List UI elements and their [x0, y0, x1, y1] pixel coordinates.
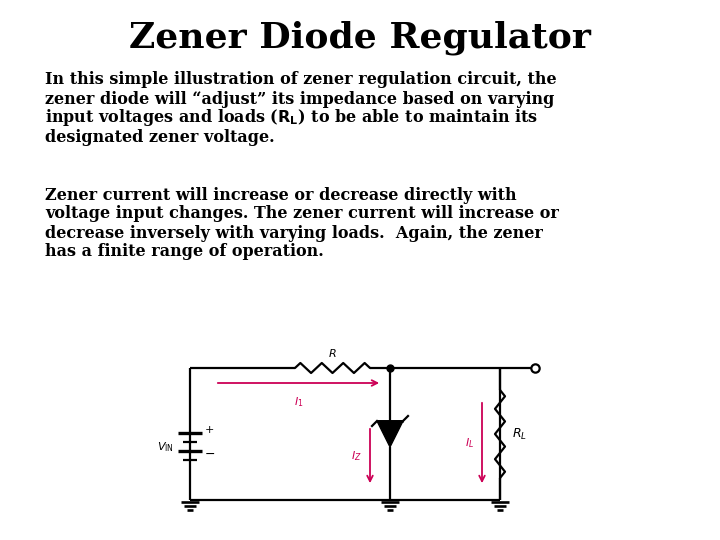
- Text: voltage input changes. The zener current will increase or: voltage input changes. The zener current…: [45, 206, 559, 222]
- Text: has a finite range of operation.: has a finite range of operation.: [45, 244, 324, 260]
- Text: R: R: [328, 349, 336, 359]
- Text: −: −: [205, 448, 215, 461]
- Text: zener diode will “adjust” its impedance based on varying: zener diode will “adjust” its impedance …: [45, 91, 554, 107]
- Text: Zener current will increase or decrease directly with: Zener current will increase or decrease …: [45, 186, 517, 204]
- Polygon shape: [377, 421, 403, 447]
- Text: $I_1$: $I_1$: [294, 395, 303, 409]
- Text: Zener Diode Regulator: Zener Diode Regulator: [129, 21, 591, 55]
- Text: $I_L$: $I_L$: [465, 436, 474, 450]
- Text: $I_Z$: $I_Z$: [351, 449, 362, 463]
- Text: In this simple illustration of zener regulation circuit, the: In this simple illustration of zener reg…: [45, 71, 557, 89]
- Text: $R_L$: $R_L$: [512, 427, 527, 442]
- Text: input voltages and loads ($\mathbf{R}_\mathbf{L}$) to be able to maintain its: input voltages and loads ($\mathbf{R}_\m…: [45, 107, 538, 129]
- Text: $V_{\rm IN}$: $V_{\rm IN}$: [157, 440, 174, 454]
- Text: decrease inversely with varying loads.  Again, the zener: decrease inversely with varying loads. A…: [45, 225, 543, 241]
- Text: designated zener voltage.: designated zener voltage.: [45, 129, 274, 145]
- Text: +: +: [205, 425, 215, 435]
